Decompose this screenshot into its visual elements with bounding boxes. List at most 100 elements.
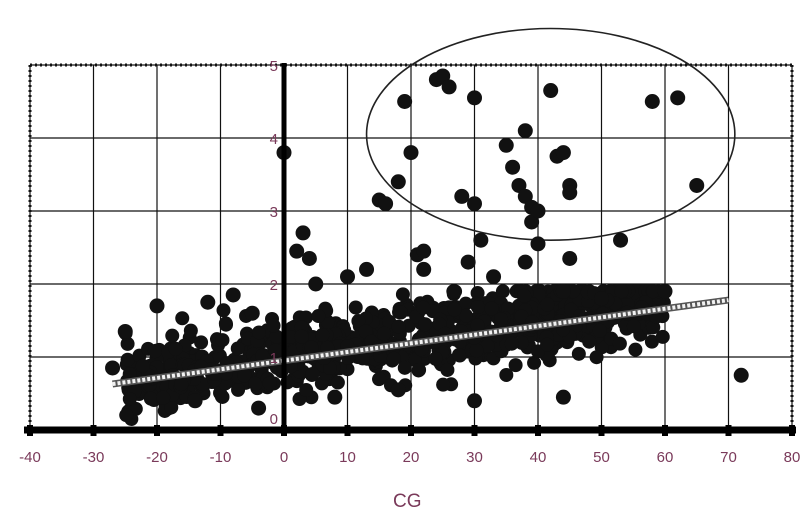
cluster-point — [436, 377, 451, 392]
data-point — [416, 243, 432, 259]
data-point — [225, 287, 241, 303]
cluster-point — [540, 337, 555, 352]
cluster-point — [299, 382, 314, 397]
data-point — [594, 291, 609, 307]
cluster-point — [514, 309, 529, 324]
cluster-point — [416, 300, 431, 315]
x-tick-label: -30 — [83, 449, 105, 466]
x-tick-mark — [217, 425, 224, 436]
x-tick-mark — [471, 425, 478, 436]
cluster-point — [305, 366, 320, 381]
data-point — [555, 145, 571, 161]
cluster-point — [458, 308, 473, 323]
cluster-point — [231, 382, 246, 397]
y-tick-label: 4 — [270, 131, 278, 148]
cluster-point — [251, 325, 266, 340]
cluster-point — [175, 311, 190, 326]
data-point — [289, 243, 305, 259]
x-tick-label: 40 — [530, 449, 547, 466]
data-point — [327, 389, 343, 405]
cluster-point — [428, 351, 443, 366]
data-point — [416, 261, 432, 277]
cluster-point — [504, 336, 519, 351]
x-tick-mark — [789, 425, 795, 436]
cluster-point — [304, 340, 319, 355]
cluster-point — [216, 303, 231, 318]
x-tick-label: -40 — [19, 449, 41, 466]
cluster-point — [514, 335, 529, 350]
y-tick-labels: 0 1 2 3 4 5 — [270, 58, 278, 428]
cluster-point — [589, 350, 604, 365]
trend-line — [112, 298, 729, 386]
cluster-point — [393, 305, 408, 320]
data-point — [467, 393, 482, 409]
data-point — [187, 393, 203, 409]
data-point — [517, 254, 533, 270]
data-point — [543, 83, 559, 99]
x-tick-label: -20 — [146, 449, 168, 466]
x-tick-label: 30 — [466, 449, 483, 466]
cluster-point — [470, 318, 485, 333]
axes — [24, 63, 796, 436]
cluster-point — [351, 314, 366, 329]
y-tick-label: 3 — [270, 204, 278, 221]
trend-line-layer — [112, 296, 729, 388]
cluster-point — [440, 362, 455, 377]
cluster-point — [183, 323, 198, 338]
data-points — [105, 68, 749, 416]
x-tick-label: 50 — [593, 449, 610, 466]
data-point — [390, 174, 406, 190]
cluster-point — [646, 284, 661, 299]
cluster-point — [458, 296, 473, 311]
cluster-point — [165, 328, 180, 343]
data-point — [467, 90, 482, 106]
data-point — [467, 196, 482, 212]
x-tick-label: 0 — [280, 449, 288, 466]
x-tick-label: 70 — [720, 449, 737, 466]
x-tick-label: 60 — [657, 449, 674, 466]
data-point — [644, 94, 660, 109]
cluster-point — [571, 346, 586, 361]
cluster-point — [283, 329, 298, 344]
cluster-point — [119, 408, 134, 423]
data-point — [524, 214, 540, 230]
cluster-point — [355, 351, 370, 366]
data-point — [441, 79, 457, 95]
data-point — [301, 250, 317, 266]
cluster-point — [626, 319, 641, 334]
data-point — [295, 225, 311, 241]
y-tick-label: 1 — [270, 350, 278, 367]
x-tick-mark — [154, 425, 160, 436]
x-tick-mark — [90, 425, 97, 436]
annotation-ellipse — [365, 27, 736, 242]
cluster-point — [644, 334, 659, 349]
data-point — [555, 389, 571, 405]
data-point — [308, 276, 324, 292]
cluster-point — [311, 309, 326, 324]
cluster-point — [156, 390, 171, 405]
cluster-point — [248, 376, 263, 391]
data-point — [390, 382, 406, 398]
cluster-point — [315, 327, 330, 342]
data-point — [689, 177, 705, 193]
data-point — [473, 232, 489, 248]
cluster-point — [330, 375, 345, 390]
cluster-point — [517, 288, 532, 303]
x-tick-label: -10 — [210, 449, 232, 466]
cluster-point — [397, 360, 412, 375]
cluster-point — [135, 358, 150, 373]
cluster-point — [582, 334, 597, 349]
x-axis-title: CG — [393, 491, 422, 512]
data-point — [511, 177, 527, 193]
data-point — [517, 123, 533, 139]
y-tick-label: 2 — [270, 277, 278, 294]
cluster-point — [386, 351, 401, 366]
x-tick-label: 20 — [403, 449, 420, 466]
cluster-point — [592, 323, 607, 338]
data-point — [498, 137, 514, 153]
cluster-point — [164, 400, 179, 415]
cluster-point — [294, 329, 309, 344]
cluster-point — [469, 343, 484, 358]
